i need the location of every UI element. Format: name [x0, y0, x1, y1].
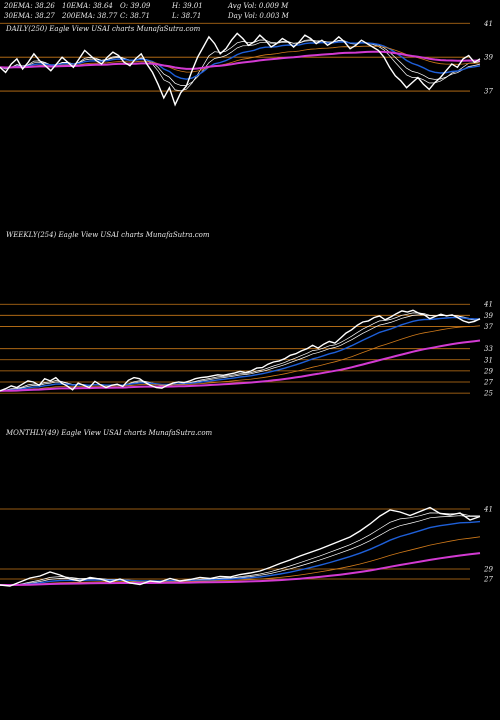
ema-line: [0, 312, 481, 392]
panel-title: MONTHLY(49) Eagle View USAI charts Munaf…: [5, 429, 213, 437]
ema-line: [0, 40, 481, 86]
header-stat: 20EMA: 38.26: [3, 2, 55, 10]
header-stat: Day Vol: 0.003 M: [227, 12, 290, 20]
ema-line: [0, 536, 481, 586]
ema-line: [0, 512, 481, 586]
y-tick-label: 41: [483, 506, 493, 514]
panel-title: DAILY(250) Eagle View USAI charts Munafa…: [5, 25, 201, 33]
ema-line: [0, 325, 481, 392]
y-tick-label: 31: [484, 356, 493, 364]
ema-line: [0, 552, 481, 586]
ema-line: [0, 339, 481, 392]
header-stat: 200EMA: 38.77: [61, 12, 118, 20]
ema-line: [0, 515, 480, 586]
y-tick-label: 27: [483, 576, 493, 584]
y-tick-label: 33: [484, 345, 493, 353]
ema-line: [0, 39, 481, 92]
y-tick-label: 41: [483, 20, 493, 28]
header-stat: Avg Vol: 0.009 M: [227, 2, 289, 10]
y-tick-label: 37: [484, 88, 493, 96]
ema-line: [0, 50, 481, 70]
y-tick-label: 41: [483, 301, 493, 309]
y-tick-label: 25: [483, 390, 493, 398]
price-line: [0, 309, 481, 392]
y-tick-label: 39: [484, 312, 493, 320]
price-line: [0, 32, 481, 107]
header-stat: 10EMA: 38.64: [62, 2, 113, 10]
y-tick-label: 39: [484, 54, 493, 62]
y-tick-label: 37: [484, 323, 493, 331]
y-tick-label: 29: [483, 566, 493, 574]
ema-line: [0, 41, 481, 80]
ema-line: [0, 520, 481, 586]
y-tick-label: 27: [483, 379, 493, 387]
header-stat: L: 38.71: [171, 12, 201, 20]
header-stat: C: 38.71: [120, 12, 150, 20]
price-line: [0, 506, 481, 587]
y-tick-label: 29: [483, 367, 493, 375]
header-stat: H: 39.01: [171, 2, 203, 10]
panel-title: WEEKLY(254) Eagle View USAI charts Munaf…: [6, 231, 210, 239]
header-stat: O: 39.09: [120, 2, 151, 10]
ema-line: [0, 316, 480, 392]
ema-line: [0, 45, 481, 73]
header-stat: 30EMA: 38.27: [4, 12, 55, 20]
